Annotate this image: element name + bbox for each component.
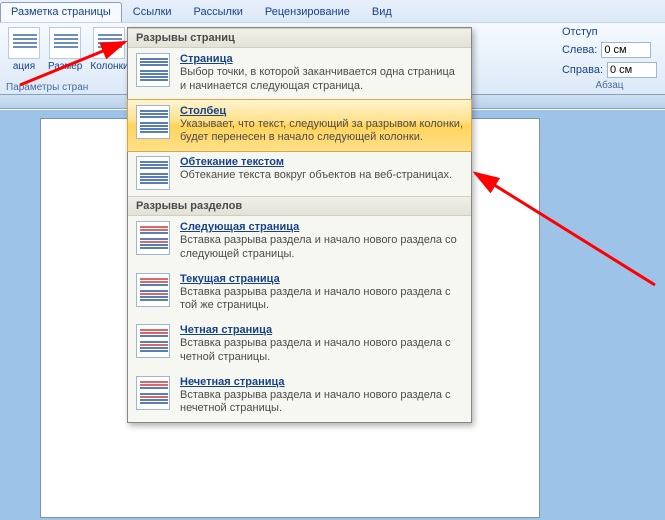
indent-left-label: Слева: <box>562 44 597 56</box>
dd-item-title: Следующая страница <box>180 221 463 233</box>
page-break-icon <box>136 53 170 87</box>
dd-item-desc: Выбор точки, в которой заканчивается одн… <box>180 66 463 94</box>
indent-left-input[interactable] <box>601 42 651 58</box>
size-icon <box>49 27 81 59</box>
even-page-break-icon <box>136 324 170 358</box>
tab-view[interactable]: Вид <box>361 2 403 22</box>
dd-item-desc: Вставка разрыва раздела и начало нового … <box>180 286 463 314</box>
dd-item-page[interactable]: Страница Выбор точки, в которой заканчив… <box>128 48 471 100</box>
dd-item-desc: Указывает, что текст, следующий за разры… <box>180 118 463 146</box>
tab-review[interactable]: Рецензирование <box>254 2 361 22</box>
indent-group: Отступ Слева: Справа: Абзац <box>562 26 657 91</box>
orientation-label: ация <box>13 61 35 72</box>
dd-item-desc: Вставка разрыва раздела и начало нового … <box>180 234 463 262</box>
size-label: Размер <box>48 61 82 72</box>
column-break-icon <box>136 105 170 139</box>
columns-button[interactable]: Колонки <box>86 25 132 74</box>
tab-references[interactable]: Ссылки <box>122 2 183 22</box>
indent-right-label: Справа: <box>562 64 603 76</box>
columns-icon <box>93 27 125 59</box>
ribbon-tabs: Разметка страницы Ссылки Рассылки Реценз… <box>0 0 665 22</box>
dd-item-desc: Обтекание текста вокруг объектов на веб-… <box>180 169 463 183</box>
dd-item-title: Обтекание текстом <box>180 156 463 168</box>
tab-mailings[interactable]: Рассылки <box>183 2 254 22</box>
indent-right-input[interactable] <box>607 62 657 78</box>
continuous-break-icon <box>136 273 170 307</box>
dd-item-odd-page[interactable]: Нечетная страница Вставка разрыва раздел… <box>128 371 471 423</box>
columns-label: Колонки <box>90 61 128 72</box>
orientation-icon <box>8 27 40 59</box>
dd-item-next-page[interactable]: Следующая страница Вставка разрыва разде… <box>128 216 471 268</box>
next-page-break-icon <box>136 221 170 255</box>
group-page-setup-label: Параметры стран <box>0 81 94 94</box>
dd-item-text-wrap[interactable]: Обтекание текстом Обтекание текста вокру… <box>128 151 471 196</box>
dd-item-column[interactable]: Столбец Указывает, что текст, следующий … <box>127 99 472 153</box>
indent-label: Отступ <box>562 26 657 38</box>
dd-item-title: Четная страница <box>180 324 463 336</box>
dd-item-title: Страница <box>180 53 463 65</box>
dd-section-page-breaks: Разрывы страниц <box>128 28 471 48</box>
orientation-button[interactable]: ация <box>4 25 44 74</box>
dd-item-title: Текущая страница <box>180 273 463 285</box>
dd-item-continuous[interactable]: Текущая страница Вставка разрыва раздела… <box>128 268 471 320</box>
dd-item-even-page[interactable]: Четная страница Вставка разрыва раздела … <box>128 319 471 371</box>
group-paragraph-label: Абзац <box>562 80 657 91</box>
dd-item-title: Нечетная страница <box>180 376 463 388</box>
size-button[interactable]: Размер <box>44 25 86 74</box>
odd-page-break-icon <box>136 376 170 410</box>
dd-item-title: Столбец <box>180 105 463 117</box>
text-wrap-icon <box>136 156 170 190</box>
tab-page-layout[interactable]: Разметка страницы <box>0 2 122 23</box>
breaks-dropdown: Разрывы страниц Страница Выбор точки, в … <box>127 27 472 423</box>
dd-section-section-breaks: Разрывы разделов <box>128 196 471 216</box>
dd-item-desc: Вставка разрыва раздела и начало нового … <box>180 337 463 365</box>
dd-item-desc: Вставка разрыва раздела и начало нового … <box>180 389 463 417</box>
